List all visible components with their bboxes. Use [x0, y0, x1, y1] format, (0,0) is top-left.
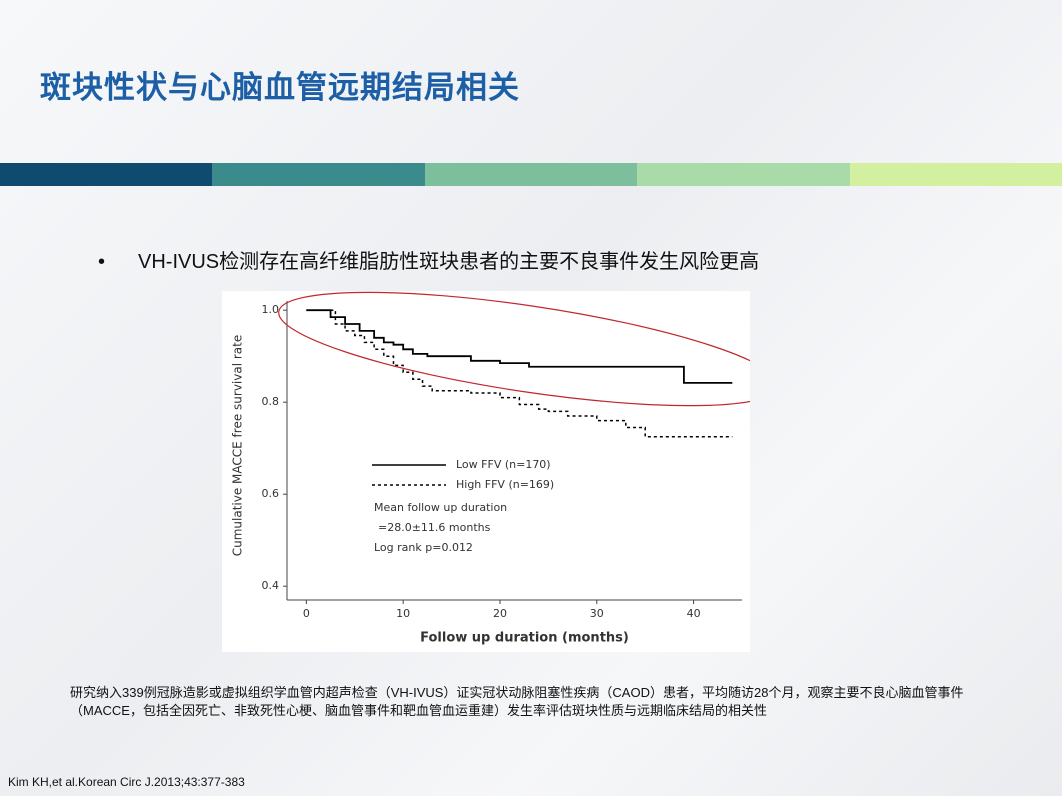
- citation: Kim KH,et al.Korean Circ J.2013;43:377-3…: [8, 775, 245, 789]
- bullet-text: VH-IVUS检测存在高纤维脂肪性斑块患者的主要不良事件发生风险更高: [138, 251, 760, 273]
- annotation: Log rank p=0.012: [374, 541, 473, 554]
- x-tick-label: 0: [303, 607, 310, 620]
- chart-panel: 0.4 0.6 0.8 1.0 0 10 20 30 40 Follow up duration …: [222, 291, 780, 652]
- x-tick-label: 30: [590, 607, 604, 620]
- annotation: =28.0±11.6 months: [378, 521, 491, 534]
- x-tick-label: 40: [687, 607, 701, 620]
- y-tick-label: 0.4: [262, 579, 280, 592]
- y-tick-label: 1.0: [262, 303, 280, 316]
- footnote: 研究纳入339例冠脉造影或虚拟组织学血管内超声检查（VH-IVUS）证实冠状动脉…: [70, 685, 964, 718]
- y-axis-label: Cumulative MACCE free survival rate: [231, 335, 245, 557]
- slide-title: 斑块性状与心脑血管远期结局相关: [40, 70, 520, 105]
- x-tick-label: 20: [493, 607, 507, 620]
- highlight-ellipse: [278, 291, 780, 407]
- x-tick-label: 10: [396, 607, 410, 620]
- legend-label: Low FFV (n=170): [456, 458, 551, 471]
- survival-curve: [306, 309, 733, 438]
- chart: 0.4 0.6 0.8 1.0 0 10 20 30 40 Follow up duration …: [231, 291, 780, 646]
- y-tick-label: 0.8: [262, 395, 280, 408]
- bullet: • VH-IVUS检测存在高纤维脂肪性斑块患者的主要不良事件发生风险更高: [98, 251, 760, 273]
- annotation: Mean follow up duration: [374, 501, 507, 514]
- survival-curve: [306, 309, 733, 384]
- color-band: [0, 163, 1062, 186]
- y-tick-label: 0.6: [262, 487, 280, 500]
- x-axis-label: Follow up duration (months): [420, 631, 629, 646]
- legend-label: High FFV (n=169): [456, 478, 554, 491]
